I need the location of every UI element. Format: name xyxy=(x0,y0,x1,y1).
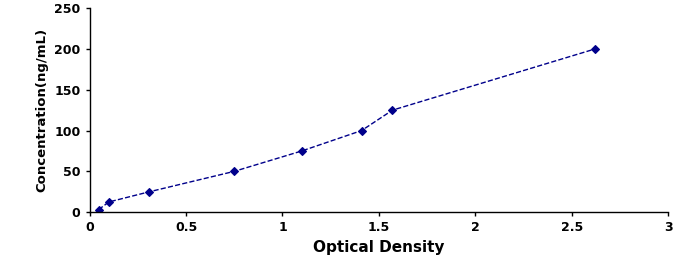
X-axis label: Optical Density: Optical Density xyxy=(313,240,444,255)
Y-axis label: Concentration(ng/mL): Concentration(ng/mL) xyxy=(36,28,49,192)
